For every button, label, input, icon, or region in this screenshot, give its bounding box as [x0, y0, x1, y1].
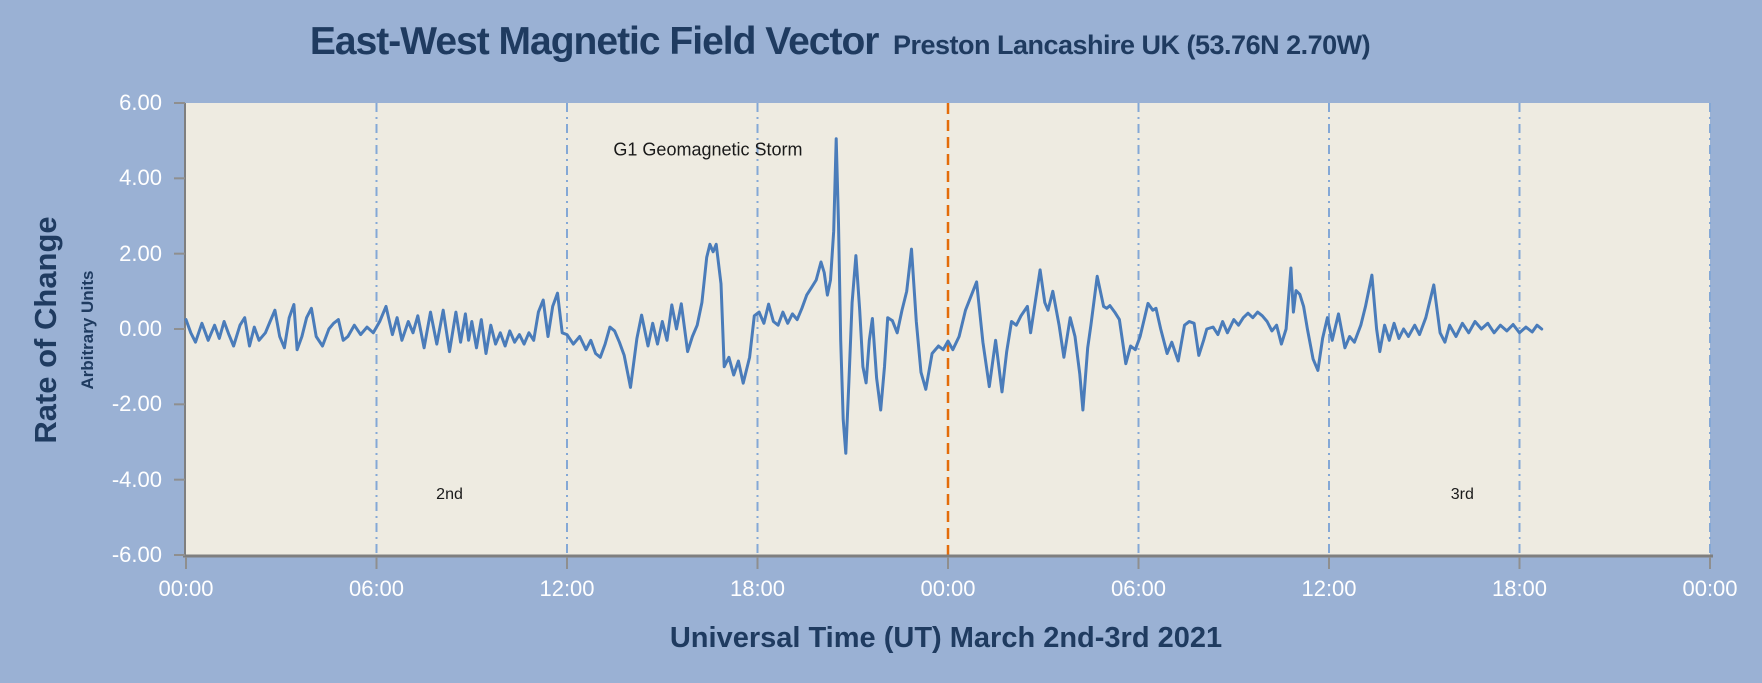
y-tick-label-6.00: 6.00	[119, 90, 162, 115]
y-tick-label--4.00: -4.00	[111, 466, 162, 492]
y-axis-title: Rate of Change	[28, 216, 63, 444]
x-axis-title: Universal Time (UT) March 2nd-3rd 2021	[669, 622, 1223, 654]
y-tick-label-4.00: 4.00	[119, 165, 162, 191]
chart-title: East-West Magnetic Field Vector Preston …	[240, 20, 1440, 64]
x-tick-label-4-00:00: 00:00	[920, 576, 976, 601]
magnetic-field-signal-line	[184, 137, 1544, 455]
x-tick-label-2-12:00: 12:00	[539, 576, 595, 601]
chart-title-main: East-West Magnetic Field Vector	[309, 20, 880, 63]
y-tick-label--2.00: -2.00	[111, 391, 162, 417]
x-tick-label-6-12:00: 12:00	[1301, 576, 1357, 601]
x-tick-label-8-00:00: 00:00	[1682, 576, 1738, 601]
y-tick-label-2.00: 2.00	[119, 240, 162, 266]
x-tick-label-7-18:00: 18:00	[1491, 576, 1548, 601]
annotation-g1-geomagnetic-storm: G1 Geomagnetic Storm	[613, 139, 803, 160]
x-tick-label-3-18:00: 18:00	[729, 576, 786, 601]
chart-title-subtitle: Preston Lancashire UK (53.76N 2.70W)	[892, 30, 1371, 60]
x-tick-label-1-06:00: 06:00	[348, 576, 405, 601]
annotation-day-2nd: 2nd	[436, 485, 463, 503]
x-tick-label-5-06:00: 06:00	[1110, 576, 1167, 601]
y-tick-label--6.00: -6.00	[111, 542, 162, 567]
x-tick-label-0-00:00: 00:00	[158, 576, 214, 601]
y-tick-label-0.00: 0.00	[119, 316, 162, 341]
annotation-day-3rd: 3rd	[1450, 485, 1474, 503]
